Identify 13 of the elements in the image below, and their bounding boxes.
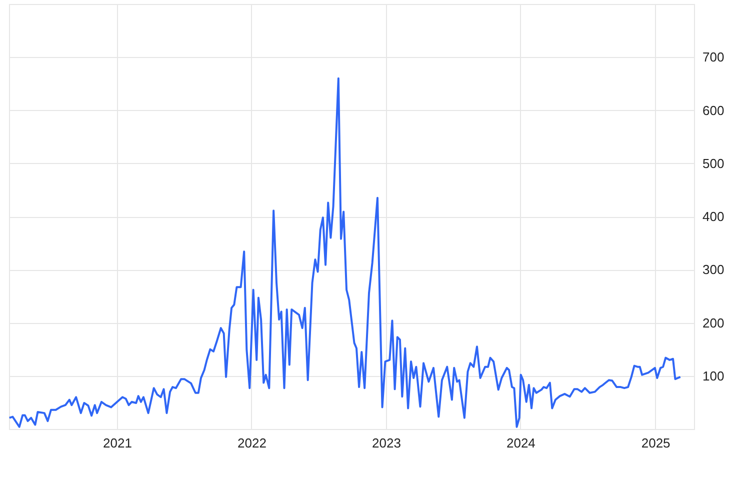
y-tick-label: 300 <box>702 262 724 278</box>
y-tick-label: 500 <box>702 156 724 171</box>
y-tick-label: 700 <box>702 50 724 65</box>
y-tick-label: 600 <box>702 102 724 118</box>
y-tick-label: 200 <box>702 315 724 330</box>
x-tick-label: 2021 <box>103 436 132 450</box>
y-tick-label: 100 <box>702 368 724 384</box>
x-tick-label: 2025 <box>641 436 670 450</box>
y-tick-label: 400 <box>702 209 724 224</box>
x-tick-label: 2023 <box>372 436 401 450</box>
line-series <box>8 77 682 428</box>
x-tick-label: 2022 <box>237 436 266 450</box>
x-tick-label: 2024 <box>506 436 536 450</box>
